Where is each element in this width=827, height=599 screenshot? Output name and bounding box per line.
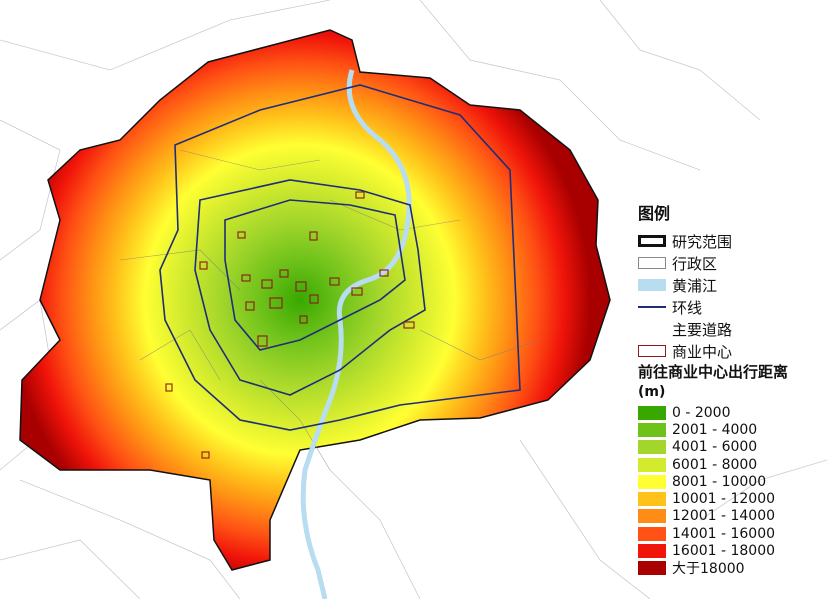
legend-item-label: 研究范围 [672, 232, 733, 251]
distance-class: 2001 - 4000 [638, 421, 824, 438]
distance-class-label: 14001 - 16000 [672, 525, 776, 542]
legend: 图例 研究范围行政区黄浦江环线主要道路商业中心 前往商业中心出行距离 (m) 0… [638, 200, 824, 577]
distance-class: 大于18000 [638, 560, 824, 577]
distance-class-label: 2001 - 4000 [672, 421, 758, 438]
distance-class-list: 0 - 2000 2001 - 4000 4001 - 6000 6001 - 800… [638, 404, 824, 577]
legend-symbol [638, 345, 666, 357]
legend-items: 研究范围行政区黄浦江环线主要道路商业中心 [638, 230, 824, 362]
legend-symbol [638, 306, 666, 308]
legend-item-label: 环线 [672, 298, 703, 317]
distance-legend-unit: (m) [638, 384, 666, 400]
distance-class-swatch [638, 422, 666, 437]
huangpu-river [300, 69, 412, 599]
distance-class-swatch [638, 474, 666, 489]
distance-class-swatch [638, 405, 666, 420]
legend-item: 行政区 [638, 252, 824, 274]
distance-class-label: 6001 - 8000 [672, 456, 758, 473]
legend-item-label: 黄浦江 [672, 276, 718, 295]
district-lines [119, 149, 541, 471]
legend-item: 主要道路 [638, 318, 824, 340]
distance-class-swatch [638, 492, 666, 507]
distance-class: 4001 - 6000 [638, 439, 824, 456]
distance-class-swatch [638, 561, 666, 576]
legend-title: 图例 [638, 204, 671, 223]
distance-class: 8001 - 10000 [638, 473, 824, 490]
distance-class: 16001 - 18000 [638, 542, 824, 559]
ring-roads [159, 84, 521, 431]
distance-class: 14001 - 16000 [638, 525, 824, 542]
business-centers [165, 191, 415, 459]
study-boundary [19, 29, 611, 571]
legend-item: 商业中心 [638, 340, 824, 362]
legend-symbol [638, 257, 666, 269]
distance-class-label: 12001 - 14000 [672, 508, 776, 525]
legend-item: 黄浦江 [638, 274, 824, 296]
distance-class: 6001 - 8000 [638, 456, 824, 473]
legend-symbol [638, 323, 666, 335]
distance-class-label: 16001 - 18000 [672, 543, 776, 560]
distance-legend-title: 前往商业中心出行距离 [638, 363, 789, 381]
distance-class-swatch [638, 457, 666, 472]
distance-class: 0 - 2000 [638, 404, 824, 421]
distance-class-swatch [638, 509, 666, 524]
distance-class-label: 0 - 2000 [672, 404, 731, 421]
legend-item: 环线 [638, 296, 824, 318]
distance-class-label: 10001 - 12000 [672, 491, 776, 508]
distance-class-label: 4001 - 6000 [672, 439, 758, 456]
distance-class-swatch [638, 544, 666, 559]
distance-class: 10001 - 12000 [638, 490, 824, 507]
study-area-fill [20, 30, 610, 570]
distance-class-swatch [638, 440, 666, 455]
distance-class-swatch [638, 526, 666, 541]
legend-item: 研究范围 [638, 230, 824, 252]
legend-item-label: 主要道路 [672, 320, 733, 339]
distance-class-label: 大于18000 [672, 561, 745, 578]
legend-item-label: 商业中心 [672, 342, 733, 361]
legend-item-label: 行政区 [672, 254, 718, 273]
legend-symbol [638, 235, 666, 247]
distance-class: 12001 - 14000 [638, 508, 824, 525]
distance-class-label: 8001 - 10000 [672, 473, 767, 490]
legend-symbol [638, 279, 666, 291]
